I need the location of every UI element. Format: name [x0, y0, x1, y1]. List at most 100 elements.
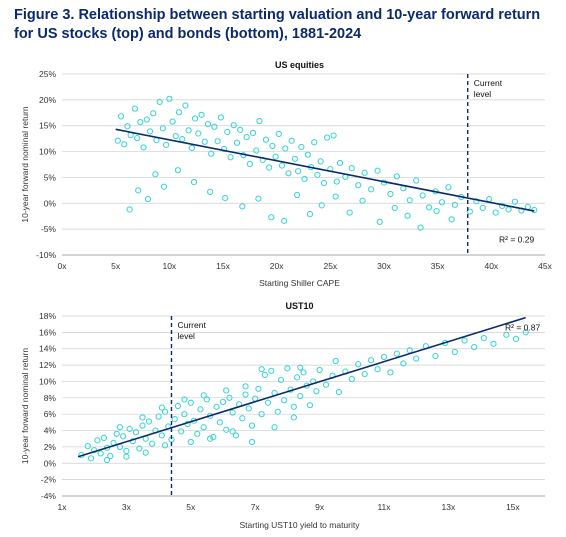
data-point — [290, 403, 297, 410]
data-point — [198, 111, 205, 118]
data-point — [293, 191, 301, 199]
data-point — [348, 375, 355, 383]
y-tick-label: 12% — [39, 360, 56, 370]
data-point — [84, 442, 91, 450]
data-point — [185, 127, 192, 134]
x-tick-label: 1x — [58, 502, 68, 512]
data-point — [451, 348, 458, 356]
data-point — [229, 428, 236, 435]
data-point — [230, 122, 237, 129]
data-point — [293, 374, 301, 381]
data-point — [253, 147, 260, 154]
data-point — [139, 422, 146, 429]
data-point — [374, 366, 381, 373]
data-point — [107, 452, 114, 460]
ust10-points — [78, 329, 529, 464]
data-point — [320, 180, 327, 187]
data-point — [175, 109, 183, 116]
x-tick-label: 5x — [186, 502, 196, 512]
data-point — [103, 456, 111, 464]
y-tick-label: 4% — [44, 426, 57, 436]
data-point — [419, 192, 426, 199]
data-point — [281, 217, 288, 224]
data-point — [281, 397, 288, 404]
data-point — [178, 428, 185, 435]
data-point — [224, 128, 231, 136]
data-point — [248, 422, 256, 429]
data-point — [264, 399, 272, 406]
data-point — [142, 449, 149, 456]
data-point — [159, 125, 166, 132]
x-tick-label: 10x — [162, 261, 176, 271]
y-tick-label: -5% — [41, 224, 57, 234]
data-point — [248, 438, 256, 446]
data-point — [479, 204, 486, 212]
data-point — [216, 419, 223, 426]
y-tick-label: 15% — [39, 121, 56, 131]
data-point — [258, 366, 265, 373]
equities-x-axis-label: Starting Shiller CAPE — [259, 278, 340, 288]
data-point — [255, 385, 262, 392]
data-point — [271, 424, 278, 431]
data-point — [346, 209, 353, 216]
data-point — [374, 167, 381, 174]
data-point — [188, 144, 195, 152]
data-point — [335, 388, 343, 396]
data-point — [223, 387, 230, 394]
data-point — [207, 435, 214, 442]
data-point — [155, 413, 162, 420]
data-point — [258, 411, 265, 418]
data-point — [297, 393, 304, 400]
equities-chart-title: US equities — [275, 60, 324, 70]
data-point — [242, 383, 249, 390]
data-point — [174, 402, 182, 410]
data-point — [123, 453, 130, 460]
data-point — [361, 169, 368, 176]
data-point — [355, 182, 362, 189]
data-point — [174, 167, 182, 174]
data-point — [152, 171, 159, 178]
data-point — [239, 415, 246, 422]
y-tick-label: 2% — [44, 442, 57, 452]
ust10-chart: -4% -2% 0% 2% 4% 6% 8% 10% 12% 14% 16% 18% 1x 3x 5x 7x… — [20, 301, 545, 530]
y-tick-label: 6% — [44, 409, 57, 419]
data-point — [269, 142, 276, 149]
data-point — [245, 405, 252, 412]
data-point — [233, 139, 241, 146]
data-point — [282, 145, 289, 152]
data-point — [214, 138, 221, 145]
equities-y-axis-label: 10-year forward nominal return — [20, 106, 30, 222]
data-point — [227, 154, 234, 161]
data-point — [243, 133, 250, 141]
ust10-chart-title: UST10 — [285, 301, 313, 311]
x-tick-label: 20x — [270, 261, 284, 271]
data-point — [211, 123, 218, 130]
data-point — [413, 177, 420, 184]
data-point — [146, 128, 154, 135]
data-point — [187, 399, 194, 406]
data-point — [161, 442, 169, 449]
data-point — [219, 398, 227, 406]
data-point — [144, 196, 151, 203]
data-point — [200, 424, 207, 431]
data-point — [332, 193, 339, 200]
data-point — [134, 135, 141, 142]
data-point — [313, 388, 320, 395]
data-point — [87, 455, 95, 462]
data-point — [480, 334, 487, 342]
data-point — [268, 367, 275, 374]
data-point — [368, 357, 375, 364]
data-point — [368, 186, 375, 193]
data-point — [324, 134, 331, 141]
data-point — [417, 224, 424, 231]
data-point — [161, 408, 169, 415]
data-point — [306, 211, 314, 218]
data-point — [380, 353, 388, 361]
data-point — [277, 376, 285, 383]
data-point — [181, 396, 188, 403]
data-point — [387, 190, 394, 198]
data-point — [332, 357, 339, 365]
data-point — [393, 350, 400, 357]
data-point — [317, 158, 324, 165]
equities-trendline — [115, 128, 535, 212]
